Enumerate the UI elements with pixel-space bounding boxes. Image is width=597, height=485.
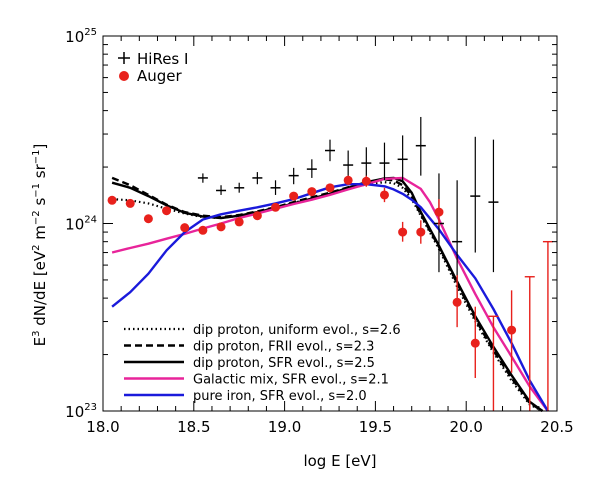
auger-point-15 <box>379 190 389 200</box>
auger-point-10 <box>289 191 299 201</box>
legend-auger-label: Auger <box>137 67 183 85</box>
auger-point-7 <box>234 217 244 227</box>
x-tick-label-4: 20.0 <box>449 418 482 436</box>
auger-point-19 <box>452 297 462 307</box>
curve-3 <box>111 176 549 412</box>
x-tick-label-0: 18.0 <box>86 418 119 436</box>
auger-point-17 <box>416 227 426 237</box>
auger-point-20 <box>470 338 480 348</box>
auger-point-5 <box>198 225 208 235</box>
y-tick-label-0: 1023 <box>65 402 97 421</box>
auger-point-0 <box>107 195 117 205</box>
plot-frame <box>102 35 558 412</box>
model-curves <box>111 176 549 413</box>
auger-point-2 <box>143 214 153 224</box>
legend-curve-label-0: dip proton, uniform evol., s=2.6 <box>193 323 401 338</box>
points-legend: HiRes I Auger <box>118 50 188 85</box>
auger-points <box>107 175 553 411</box>
y-tick-label-1: 1024 <box>65 215 97 234</box>
y-tick-label-2: 1025 <box>65 27 97 46</box>
auger-point-8 <box>252 211 262 221</box>
y-axis-label: E3 dN/dE [eV2 m−2 s−1 sr−1] <box>31 144 49 347</box>
auger-point-12 <box>325 183 335 193</box>
x-axis-label: log E [eV] <box>303 452 376 470</box>
legend-curve-label-3: Galactic mix, SFR evol., s=2.1 <box>193 373 389 388</box>
y-axis-ticks: 1023 1024 1025 <box>65 27 557 421</box>
auger-point-22 <box>507 325 517 335</box>
auger-point-9 <box>271 202 281 212</box>
legend-hires-label: HiRes I <box>137 50 188 68</box>
auger-point-3 <box>162 206 172 216</box>
auger-point-11 <box>307 187 317 197</box>
curve-0 <box>112 181 543 412</box>
x-tick-label-2: 19.0 <box>268 418 301 436</box>
auger-point-6 <box>216 222 226 232</box>
legend-auger-marker <box>119 71 129 81</box>
auger-point-18 <box>434 207 444 217</box>
x-tick-label-1: 18.5 <box>177 418 210 436</box>
x-axis-ticks: 18.0 18.5 19.0 19.5 20.0 20.5 <box>86 36 574 436</box>
auger-point-13 <box>343 175 353 185</box>
curve-2 <box>111 176 544 412</box>
legend-curve-label-4: pure iron, SFR evol., s=2.0 <box>193 389 367 404</box>
auger-point-1 <box>125 198 135 208</box>
legend-curve-label-2: dip proton, SFR evol., s=2.5 <box>193 356 375 371</box>
curves-legend: dip proton, uniform evol., s=2.6 dip prot… <box>124 323 401 404</box>
x-tick-label-3: 19.5 <box>359 418 392 436</box>
auger-point-14 <box>361 176 371 186</box>
x-tick-label-5: 20.5 <box>540 418 573 436</box>
hires-points <box>197 116 499 299</box>
auger-point-16 <box>398 227 408 237</box>
auger-point-4 <box>180 223 190 233</box>
legend-curve-label-1: dip proton, FRII evol., s=2.3 <box>193 340 374 355</box>
